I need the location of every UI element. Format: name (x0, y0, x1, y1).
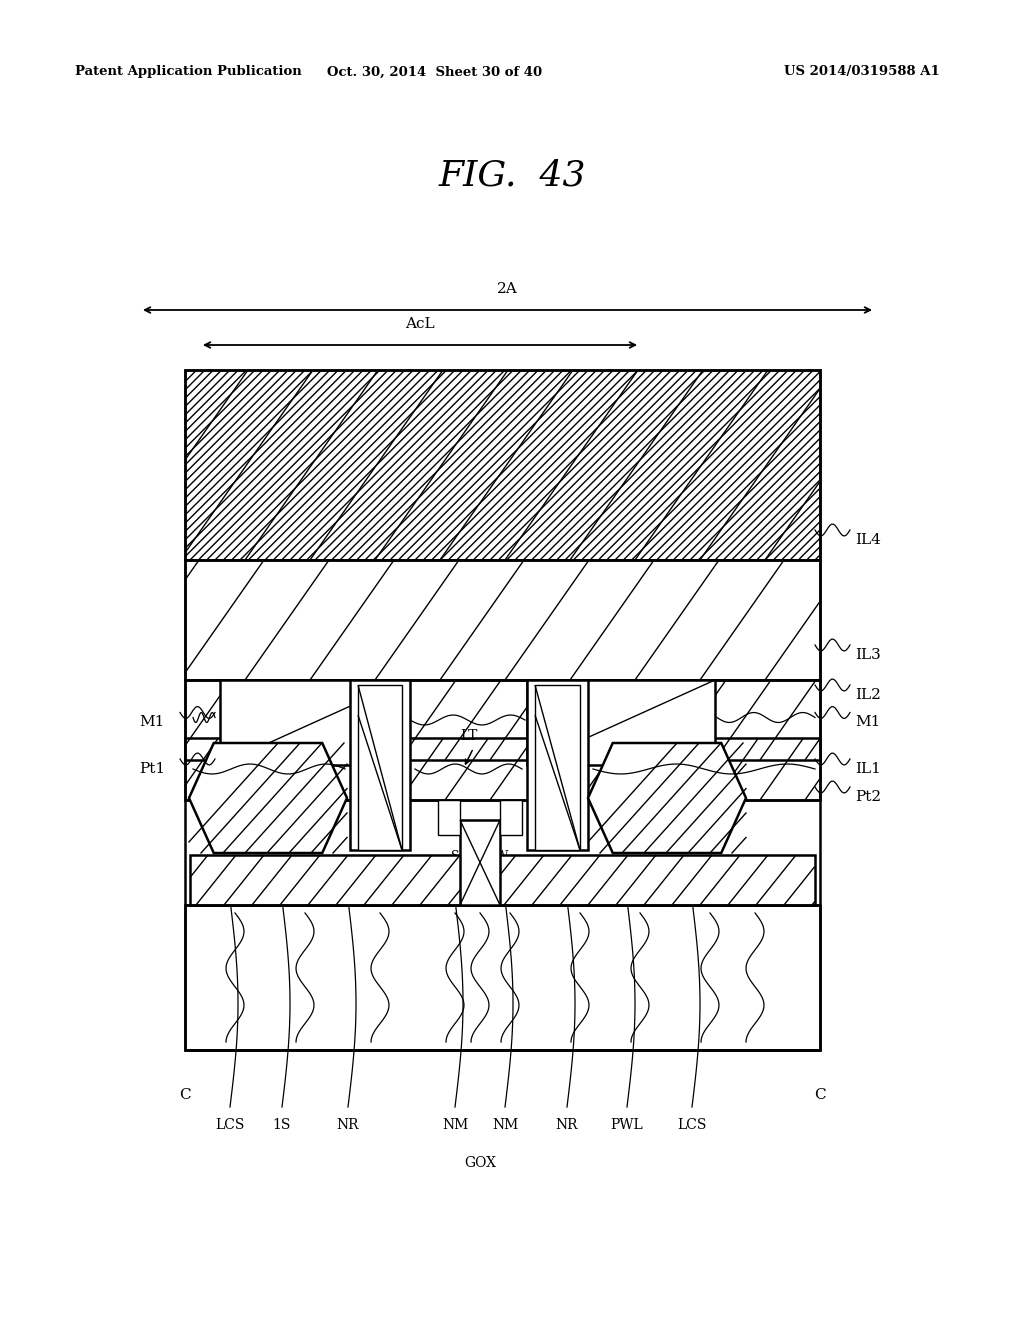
Text: C: C (179, 1088, 190, 1102)
Bar (535, 685, 580, 850)
Bar (527, 680, 588, 850)
Text: 2A: 2A (497, 282, 518, 296)
Text: LT: LT (460, 729, 477, 743)
Polygon shape (588, 743, 746, 853)
Text: Patent Application Publication: Patent Application Publication (75, 66, 302, 78)
Text: NR: NR (337, 1118, 359, 1133)
Text: IL2: IL2 (855, 688, 881, 702)
Text: Pt2: Pt2 (855, 789, 881, 804)
Text: M1: M1 (855, 715, 881, 730)
Text: US 2014/0319588 A1: US 2014/0319588 A1 (784, 66, 940, 78)
Text: IL3: IL3 (855, 648, 881, 663)
Bar (527, 680, 715, 766)
Text: AcL: AcL (406, 317, 435, 331)
Bar (460, 820, 500, 906)
Text: LCS: LCS (677, 1118, 707, 1133)
Text: NM: NM (442, 1118, 468, 1133)
Text: NR: NR (556, 1118, 579, 1133)
Text: SW: SW (452, 850, 473, 863)
Bar (190, 855, 815, 906)
Bar (500, 800, 522, 836)
Bar (185, 738, 820, 800)
Text: SW: SW (487, 850, 509, 863)
Text: PWL: PWL (610, 1118, 643, 1133)
Text: NM: NM (492, 1118, 518, 1133)
Bar (185, 906, 820, 1049)
Bar (438, 800, 460, 836)
Text: FIG.  43: FIG. 43 (438, 158, 586, 191)
Text: Glt: Glt (382, 762, 402, 775)
Bar (185, 370, 820, 560)
Bar (185, 370, 820, 1049)
Bar (185, 680, 820, 760)
Text: GOX: GOX (464, 1156, 496, 1170)
Text: IL4: IL4 (855, 533, 881, 546)
Text: 1S: 1S (272, 1118, 291, 1133)
Bar (185, 560, 820, 680)
Polygon shape (189, 743, 347, 853)
Text: Oct. 30, 2014  Sheet 30 of 40: Oct. 30, 2014 Sheet 30 of 40 (328, 66, 543, 78)
Text: C: C (814, 1088, 825, 1102)
Bar (220, 680, 408, 766)
Text: LCS: LCS (215, 1118, 245, 1133)
Text: IL1: IL1 (855, 762, 881, 776)
Bar (350, 680, 410, 850)
Bar (358, 685, 402, 850)
Text: M1: M1 (139, 715, 165, 730)
Text: Pt1: Pt1 (139, 762, 165, 776)
